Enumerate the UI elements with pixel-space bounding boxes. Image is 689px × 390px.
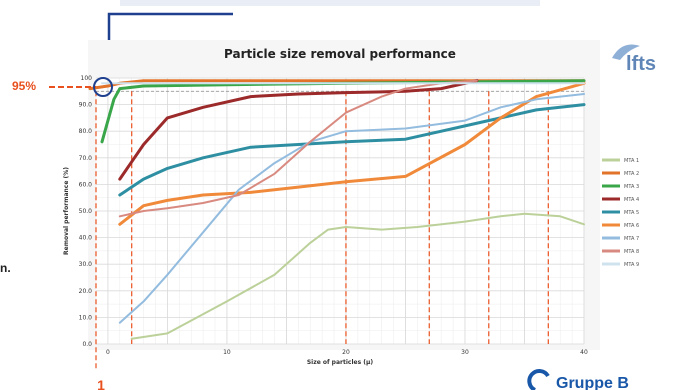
series-line bbox=[118, 103, 586, 197]
ifts-logo: lfts bbox=[612, 44, 656, 75]
x-tick-label: 30 bbox=[461, 349, 469, 356]
x-tick-label: 20 bbox=[342, 349, 350, 356]
y-axis-label: Removal performance (%) bbox=[63, 167, 70, 255]
y-tick-label: 80.0 bbox=[79, 128, 93, 135]
legend-entry: MTA 1 bbox=[624, 158, 639, 164]
x-axis-label: Size of particles (µ) bbox=[307, 359, 374, 366]
y-tick-label: 40.0 bbox=[79, 235, 93, 242]
legend-entry: MTA 4 bbox=[624, 197, 639, 203]
y-tick-label: 30.0 bbox=[79, 261, 93, 268]
legend-entry: MTA 6 bbox=[624, 223, 639, 229]
y-tick-label: 50.0 bbox=[79, 208, 93, 215]
legend-entry: MTA 8 bbox=[624, 249, 639, 255]
gruppe-c-icon bbox=[527, 369, 550, 390]
x-tick-label: 10 bbox=[223, 349, 231, 356]
logo-swoosh-icon bbox=[612, 44, 640, 60]
series-line bbox=[118, 79, 478, 218]
plot-area: 0.0 10.0 20.0 30.0 40.0 50.0 60.0 70.0 80.0 90.0 1… bbox=[63, 75, 588, 370]
marker-number: 1 bbox=[97, 377, 105, 390]
y-tick-label: 90.0 bbox=[79, 102, 93, 109]
y-tick-label: 0.0 bbox=[82, 341, 92, 348]
legend-entry: MTA 3 bbox=[624, 184, 639, 190]
gruppe-logo: Gruppe B bbox=[527, 369, 629, 390]
chart-title: Particle size removal performance bbox=[224, 47, 456, 61]
x-tick-label: 0 bbox=[106, 349, 110, 356]
gruppe-text: Gruppe B bbox=[556, 375, 629, 390]
highlight-circle bbox=[93, 77, 113, 97]
logo-text: lfts bbox=[626, 53, 656, 75]
x-tick-label: 40 bbox=[580, 349, 588, 356]
cropped-text-fragment: n. bbox=[0, 261, 11, 275]
y-tick-label: 100 bbox=[81, 75, 93, 82]
series-line bbox=[130, 212, 585, 340]
y-tick-label: 10.0 bbox=[79, 314, 93, 321]
legend-entry: MTA 7 bbox=[624, 236, 639, 242]
y-tick-label: 20.0 bbox=[79, 288, 93, 295]
threshold-label: 95% bbox=[12, 79, 36, 93]
legend-entry: MTA 9 bbox=[624, 262, 639, 268]
series-line bbox=[118, 79, 479, 181]
legend-entry: MTA 5 bbox=[624, 210, 639, 216]
series-line bbox=[118, 81, 586, 226]
y-tick-label: 70.0 bbox=[79, 155, 93, 162]
y-tick-label: 60.0 bbox=[79, 181, 93, 188]
chart-legend: MTA 1 MTA 2 MTA 3 MTA 4 MTA 5 MTA 6 MTA 7 MTA 8… bbox=[602, 158, 639, 268]
legend-entry: MTA 2 bbox=[624, 171, 639, 177]
top-banner-strip bbox=[120, 0, 540, 6]
series-line bbox=[88, 79, 586, 91]
